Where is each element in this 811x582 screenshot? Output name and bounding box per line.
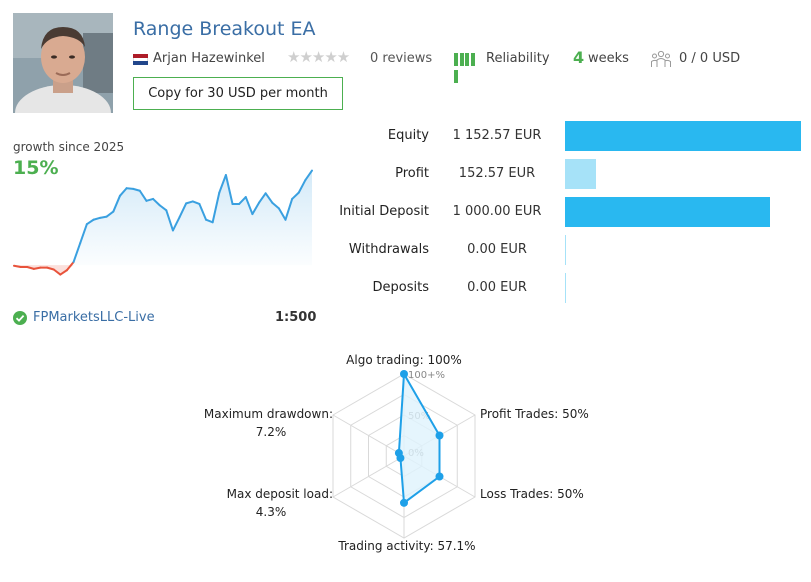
radar-point <box>435 472 444 481</box>
subscribers-icon <box>651 50 671 67</box>
copy-button[interactable]: Copy for 30 USD per month <box>133 77 343 110</box>
growth-line-segment <box>138 189 148 202</box>
growth-line-segment <box>118 187 128 197</box>
growth-line-segment <box>244 196 254 216</box>
growth-line-segment <box>13 264 22 268</box>
growth-line-segment <box>165 209 174 232</box>
growth-line-segment <box>178 202 188 219</box>
growth-line-segment <box>218 174 227 194</box>
growth-line-segment <box>251 201 261 216</box>
growth-line-segment <box>112 194 121 213</box>
growth-line-segment <box>264 192 274 204</box>
growth-line-segment <box>271 201 280 210</box>
growth-line-segment <box>72 242 82 263</box>
radar-spoke <box>332 455 405 498</box>
metric-bar-withdrawals <box>565 235 566 265</box>
radar-spoke <box>332 414 405 457</box>
star-rating-icons: ★★★★★ <box>287 48 350 66</box>
growth-chart <box>13 169 313 276</box>
radar-axis-label: Loss Trades: 50% <box>480 487 584 501</box>
author-name[interactable]: Arjan Hazewinkel <box>153 51 265 66</box>
radar-point <box>400 498 408 507</box>
growth-line-segment <box>79 223 88 245</box>
radar-axis-value: 7.2% <box>256 425 287 439</box>
growth-line-segment <box>59 269 68 276</box>
radar-point <box>394 449 403 458</box>
growth-line-segment <box>46 266 55 271</box>
radar-chart: 0%50%100+%Algo trading: 100%Profit Trade… <box>204 353 589 553</box>
growth-line-segment <box>158 204 168 212</box>
avatar-photo <box>13 13 113 113</box>
growth-line-segment <box>284 197 294 221</box>
growth-line-segment <box>26 265 35 270</box>
reliability-label: Reliability <box>486 51 550 66</box>
meta-row: Arjan Hazewinkel ★★★★★ 0 reviews Reliabi… <box>133 48 803 83</box>
growth-line-segment <box>277 207 287 221</box>
weeks-number: 4 <box>573 48 585 67</box>
growth-line-segment <box>224 174 234 205</box>
avatar[interactable] <box>13 13 113 113</box>
growth-area <box>14 170 312 266</box>
growth-line-segment <box>32 266 42 270</box>
radar-tick-label: 100+% <box>408 370 445 381</box>
verified-check-icon <box>13 311 27 325</box>
metric-value-profit: 152.57 EUR <box>458 166 536 181</box>
growth-line-segment <box>65 260 75 272</box>
metric-label-profit: Profit <box>395 166 429 181</box>
metric-label-deposits: Deposits <box>372 280 429 295</box>
growth-line-segment <box>152 197 161 207</box>
growth-line-segment <box>52 268 62 276</box>
page-title[interactable]: Range Breakout EA <box>133 18 316 40</box>
metric-label-initial-deposit: Initial Deposit <box>339 204 429 219</box>
leverage-value: 1:500 <box>275 310 317 325</box>
radar-point <box>435 431 444 440</box>
growth-line-segment <box>99 215 108 219</box>
growth-line-segment <box>258 192 267 204</box>
growth-line-segment <box>85 218 95 226</box>
growth-negative-area <box>14 265 312 275</box>
growth-label: growth since 2025 <box>13 140 125 154</box>
reviews-count[interactable]: 0 reviews <box>370 51 433 66</box>
metric-bar-profit <box>565 159 597 189</box>
metric-value-withdrawals: 0.00 EUR <box>467 242 527 257</box>
radar-axis-label: Maximum drawdown: <box>204 407 333 421</box>
growth-line-segment <box>105 210 115 218</box>
radar-axis-label: Algo trading: 100% <box>346 353 462 367</box>
growth-value: 15% <box>13 157 59 179</box>
subscribers-value: 0 / 0 USD <box>679 51 741 66</box>
reliability-bars-icon <box>454 53 480 83</box>
growth-line-segment <box>205 218 214 224</box>
metric-value-equity: 1 152.57 EUR <box>452 128 542 143</box>
growth-line-segment <box>297 179 307 194</box>
metric-bar-deposits <box>565 273 566 303</box>
metric-bar-equity <box>565 121 801 151</box>
metric-label-withdrawals: Withdrawals <box>348 242 429 257</box>
radar-axis-value: 4.3% <box>256 505 287 519</box>
radar-axis-label: Trading activity: 57.1% <box>337 539 475 553</box>
radar-axis-label: Profit Trades: 50% <box>480 407 589 421</box>
radar-axis-label: Max deposit load: <box>227 487 333 501</box>
growth-line-segment <box>185 200 194 205</box>
growth-line-segment <box>238 196 247 205</box>
growth-line-segment <box>92 216 102 221</box>
growth-line-segment <box>198 202 208 221</box>
radar-point <box>400 370 408 378</box>
growth-line-segment <box>132 187 141 192</box>
radar-series-area <box>397 370 441 505</box>
growth-line-segment <box>291 191 300 200</box>
metric-label-equity: Equity <box>387 128 429 143</box>
metric-value-initial-deposit: 1 000.00 EUR <box>452 204 542 219</box>
growth-line-segment <box>191 200 201 205</box>
growth-line-segment <box>145 197 155 202</box>
weeks-label: weeks <box>588 51 629 66</box>
growth-line-segment <box>125 187 135 190</box>
metric-bar-initial-deposit <box>565 197 770 227</box>
metric-value-deposits: 0.00 EUR <box>467 280 527 295</box>
broker-link[interactable]: FPMarketsLLC-Live <box>33 310 155 325</box>
growth-line-segment <box>211 191 221 224</box>
netherlands-flag-icon <box>133 54 148 65</box>
growth-line-segment <box>304 169 313 182</box>
growth-line-segment <box>171 216 181 232</box>
